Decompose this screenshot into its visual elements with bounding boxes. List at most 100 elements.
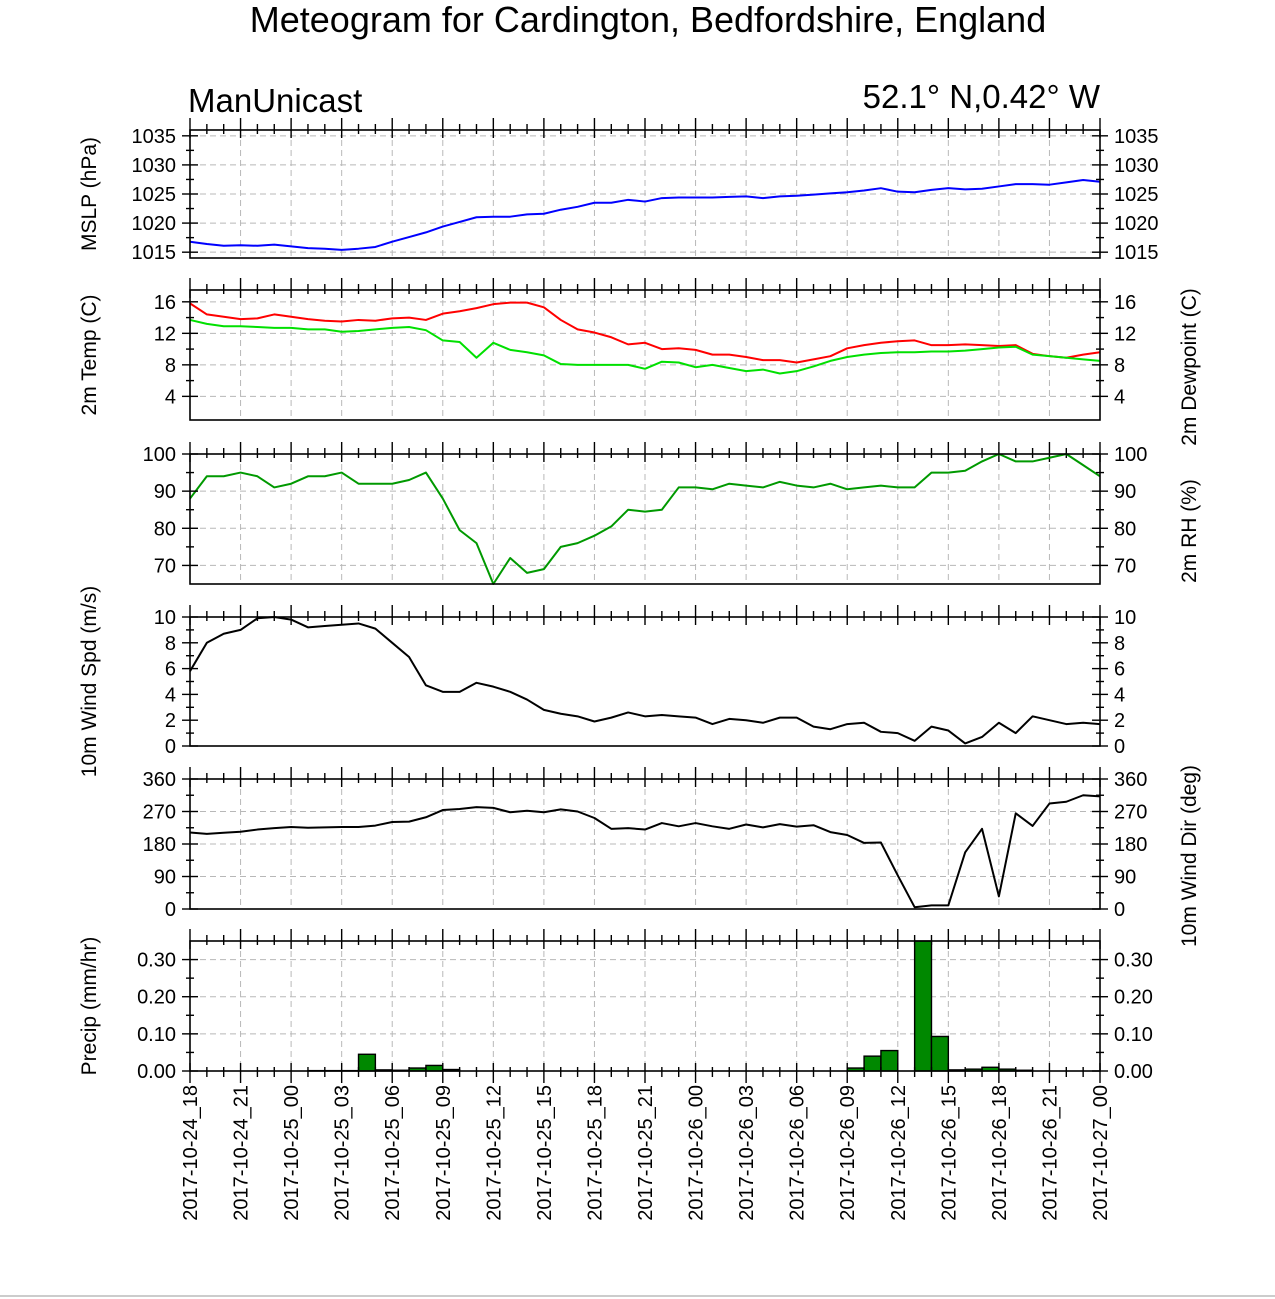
y-tick-label-right: 270 [1114, 802, 1147, 824]
y-tick-label-right: 1030 [1114, 155, 1159, 177]
y-tick-label-right: 360 [1114, 769, 1147, 791]
precip-bar [930, 1035, 950, 1072]
panel-0: 1015 1015 1020 1020 1025 1025 1030 1030 1035 1035… [78, 118, 1159, 264]
y-tick-label-left: 2 [165, 710, 176, 732]
y-tick-label-left: 270 [143, 802, 176, 824]
y-tick-label-right: 2 [1114, 710, 1125, 732]
y-tick-label-left: 0 [165, 899, 176, 921]
location-coordinates: 52.1° N,0.42° W [863, 78, 1101, 115]
y-tick-label-left: 1020 [132, 213, 177, 235]
panel-frame [189, 453, 1101, 585]
x-tick-label: 2017-10-26_03 [736, 1085, 758, 1221]
x-tick-label: 2017-10-26_18 [989, 1085, 1011, 1221]
y-tick-label-left: 8 [165, 355, 176, 377]
x-tick-label: 2017-10-25_03 [332, 1085, 354, 1221]
x-tick-label: 2017-10-26_06 [787, 1085, 809, 1221]
y-axis-title-left: 10m Wind Spd (m/s) [78, 586, 101, 777]
y-tick-label-right: 0.00 [1114, 1061, 1153, 1083]
precip-bar [425, 1064, 444, 1072]
series-line-3-0 [189, 616, 1101, 745]
precip-bar [880, 1049, 899, 1072]
y-tick-label-left: 1035 [132, 126, 177, 148]
y-tick-label-right: 1015 [1114, 242, 1159, 264]
y-tick-label-right: 16 [1114, 292, 1136, 314]
y-tick-label-left: 8 [165, 633, 176, 655]
x-tick-label: 2017-10-25_00 [281, 1085, 303, 1221]
x-tick-label: 2017-10-26_09 [837, 1085, 859, 1221]
model-name: ManUnicast [188, 82, 362, 119]
y-tick-label-left: 0.30 [137, 950, 176, 972]
x-tick-label: 2017-10-26_15 [938, 1085, 960, 1221]
y-axis-title-left: MSLP (hPa) [78, 137, 101, 251]
y-axis-title-right: 10m Wind Dir (deg) [1178, 765, 1201, 947]
x-tick-label: 2017-10-25_18 [584, 1085, 606, 1221]
y-tick-label-left: 360 [143, 769, 176, 791]
series-line-1-0 [189, 301, 1101, 364]
y-tick-label-left: 0.10 [137, 1024, 176, 1046]
x-tick-label: 2017-10-26_12 [888, 1085, 910, 1221]
precip-bar [913, 940, 933, 1072]
y-axis-title-right: 2m RH (%) [1178, 479, 1201, 583]
panel-5: 0.00 0.00 0.10 0.10 0.20 0.20 0.30 0.30 Precip (… [78, 929, 1153, 1083]
y-axis-title-left: 2m Temp (C) [78, 295, 101, 416]
series-line-1-1 [189, 318, 1101, 375]
precip-bar [863, 1055, 882, 1072]
y-tick-label-right: 1035 [1114, 126, 1159, 148]
panel-1: 4 4 8 8 12 12 16 16 2m Temp (C) 2m Dewpoint (C) [78, 278, 1201, 446]
precip-bar [357, 1053, 377, 1072]
y-tick-label-left: 1030 [132, 155, 177, 177]
y-tick-label-right: 0.10 [1114, 1024, 1153, 1046]
y-tick-label-right: 8 [1114, 633, 1125, 655]
y-tick-label-left: 0 [165, 736, 176, 758]
y-tick-label-right: 70 [1114, 555, 1136, 577]
x-tick-label: 2017-10-25_06 [382, 1085, 404, 1221]
x-tick-label: 2017-10-24_18 [180, 1085, 202, 1221]
y-tick-label-right: 6 [1114, 659, 1125, 681]
chart-title: Meteogram for Cardington, Bedfordshire, … [250, 0, 1046, 40]
panel-3: 0 0 2 2 4 4 6 6 8 8 10 10 10m Wind Spd (m/s) [78, 586, 1136, 777]
panel-frame [189, 129, 1101, 259]
y-tick-label-left: 90 [154, 481, 176, 503]
x-tick-label: 2017-10-25_21 [635, 1085, 657, 1221]
y-tick-label-left: 180 [143, 834, 176, 856]
panel-frame [189, 289, 1101, 421]
panel-2: 70 70 80 80 90 90 100 100 2m RH (%) [143, 442, 1201, 585]
y-axis-title-right: 2m Dewpoint (C) [1178, 288, 1201, 446]
y-tick-label-left: 4 [165, 684, 176, 706]
x-tick-label: 2017-10-26_00 [686, 1085, 708, 1221]
y-tick-label-right: 0.20 [1114, 987, 1153, 1009]
x-tick-label: 2017-10-25_12 [483, 1085, 505, 1221]
y-tick-label-left: 70 [154, 555, 176, 577]
x-tick-label: 2017-10-25_15 [534, 1085, 556, 1221]
x-tick-label: 2017-10-25_09 [433, 1085, 455, 1221]
y-tick-label-right: 1025 [1114, 184, 1159, 206]
x-tick-label: 2017-10-24_21 [231, 1085, 253, 1221]
y-tick-label-right: 180 [1114, 834, 1147, 856]
y-tick-label-left: 1015 [132, 242, 177, 264]
y-tick-label-right: 8 [1114, 355, 1125, 377]
panel-frame [189, 778, 1101, 910]
y-tick-label-left: 100 [143, 444, 176, 466]
x-tick-label: 2017-10-26_21 [1039, 1085, 1061, 1221]
y-tick-label-right: 100 [1114, 444, 1147, 466]
y-axis-title-left: Precip (mm/hr) [78, 937, 101, 1076]
y-tick-label-left: 0.20 [137, 987, 176, 1009]
y-tick-label-right: 10 [1114, 607, 1136, 629]
x-tick-label: 2017-10-27_00 [1090, 1085, 1112, 1221]
y-tick-label-right: 0.30 [1114, 950, 1153, 972]
y-tick-label-right: 4 [1114, 684, 1125, 706]
series-line-4-0 [189, 794, 1101, 909]
y-tick-label-left: 6 [165, 659, 176, 681]
y-tick-label-left: 0.00 [137, 1061, 176, 1083]
y-tick-label-right: 4 [1114, 386, 1125, 408]
panel-4: 0 0 90 90 180 180 270 270 360 360 10m Wind Dir (de… [143, 765, 1201, 947]
y-tick-label-left: 90 [154, 867, 176, 889]
y-tick-label-right: 90 [1114, 481, 1136, 503]
y-tick-label-right: 90 [1114, 867, 1136, 889]
series-line-2-0 [189, 453, 1101, 585]
y-tick-label-right: 80 [1114, 518, 1136, 540]
y-tick-label-right: 0 [1114, 899, 1125, 921]
y-tick-label-left: 12 [154, 323, 176, 345]
y-tick-label-right: 12 [1114, 323, 1136, 345]
